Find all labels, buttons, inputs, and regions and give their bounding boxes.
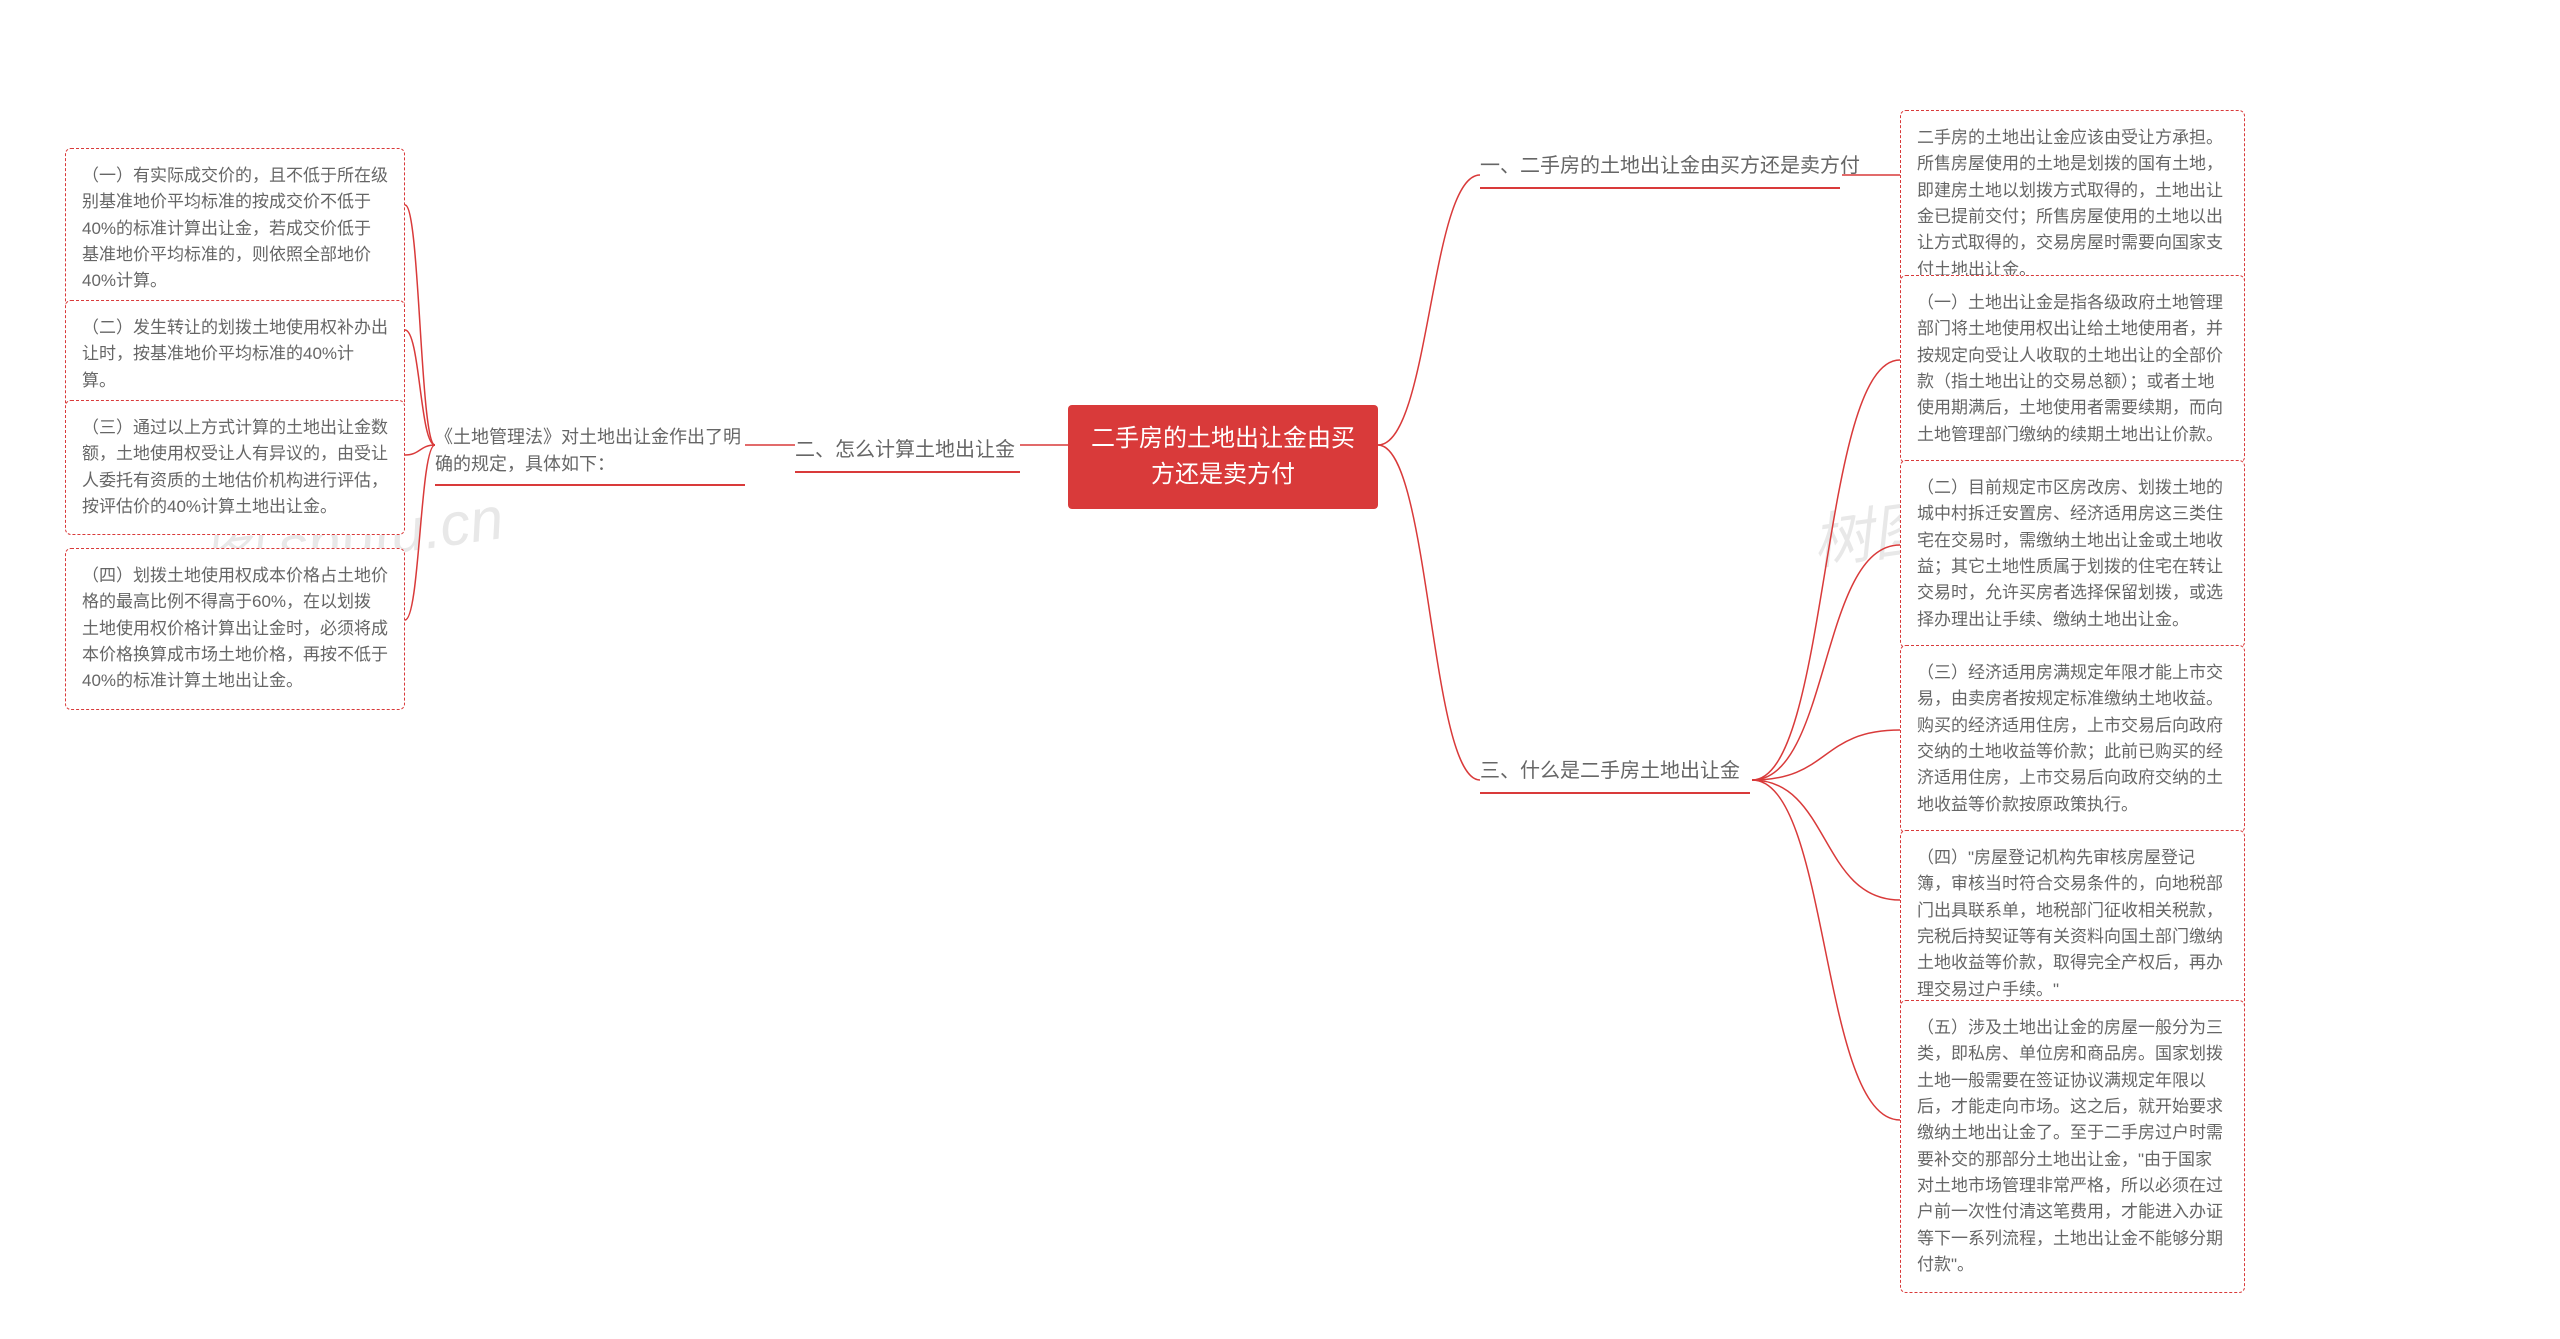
branch-2-leaf-3: （三）通过以上方式计算的土地出让金数额，土地使用权受让人有异议的，由受让人委托有… <box>65 400 405 535</box>
branch-3-leaf-1: （一）土地出让金是指各级政府土地管理部门将土地使用权出让给土地使用者，并按规定向… <box>1900 275 2245 463</box>
branch-2-leaf-1: （一）有实际成交价的，且不低于所在级别基准地价平均标准的按成交价不低于40%的标… <box>65 148 405 310</box>
branch-2-leaf-4: （四）划拨土地使用权成本价格占土地价格的最高比例不得高于60%，在以划拨土地使用… <box>65 548 405 710</box>
branch-2-leaf-2: （二）发生转让的划拨土地使用权补办出让时，按基准地价平均标准的40%计算。 <box>65 300 405 409</box>
branch-3-leaf-5: （五）涉及土地出让金的房屋一般分为三类，即私房、单位房和商品房。国家划拨土地一般… <box>1900 1000 2245 1293</box>
branch-3-leaf-4: （四）"房屋登记机构先审核房屋登记簿，审核当时符合交易条件的，向地税部门出具联系… <box>1900 830 2245 1018</box>
branch-3[interactable]: 三、什么是二手房土地出让金 <box>1480 750 1750 794</box>
mindmap-canvas: 图 shutu.cn 树图 shutu.cn 二手房的土地出让金由买方还是卖方付… <box>0 0 2560 1339</box>
branch-1-leaf: 二手房的土地出让金应该由受让方承担。所售房屋使用的土地是划拨的国有土地，即建房土… <box>1900 110 2245 298</box>
branch-3-leaf-3: （三）经济适用房满规定年限才能上市交易，由卖房者按规定标准缴纳土地收益。购买的经… <box>1900 645 2245 833</box>
branch-1[interactable]: 一、二手房的土地出让金由买方还是卖方付 <box>1480 145 1840 189</box>
branch-2-sub[interactable]: 《土地管理法》对土地出让金作出了明确的规定，具体如下： <box>435 418 745 486</box>
branch-2[interactable]: 二、怎么计算土地出让金 <box>795 429 1020 473</box>
branch-3-leaf-2: （二）目前规定市区房改房、划拨土地的城中村拆迁安置房、经济适用房这三类住宅在交易… <box>1900 460 2245 648</box>
root-node[interactable]: 二手房的土地出让金由买方还是卖方付 <box>1068 405 1378 509</box>
